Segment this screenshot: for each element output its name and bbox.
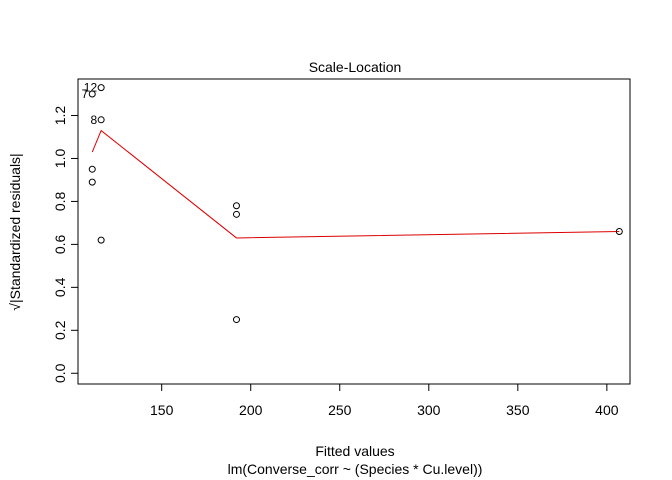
x-tick-label: 150 [150,402,174,418]
data-point [232,316,240,324]
x-tick-label: 350 [506,402,530,418]
y-tick-label: 1.2 [52,106,68,126]
data-point [232,202,240,210]
x-tick-label: 250 [328,402,352,418]
plot-frame [77,78,631,385]
data-point [232,210,240,218]
y-axis: 0.0 0.2 0.4 0.6 0.8 1.0 1.2 [52,106,79,383]
data-point [97,236,105,244]
y-tick-label: 1.0 [52,149,68,169]
x-axis-label: Fitted values [315,443,394,459]
y-tick-label: 0.2 [52,320,68,340]
x-tick-label: 200 [239,402,263,418]
y-tick-label: 0.8 [52,191,68,211]
x-tick-label: 300 [417,402,441,418]
data-point [615,228,623,235]
data-point [88,165,96,173]
data-point [88,178,96,186]
point-labels: 712 8 [82,81,98,127]
smooth-line [91,129,620,239]
point-label: 7 [82,87,89,101]
model-formula-label: lm(Converse_corr ~ (Species * Cu.level)) [228,461,483,477]
y-tick-label: 0.0 [52,363,68,383]
data-point [97,116,105,124]
chart-title: Scale-Location [309,59,402,75]
point-label: 8 [90,113,97,127]
y-axis-label: √|Standardized residuals| [7,153,23,310]
x-axis: 150 200 250 300 350 400 [150,383,619,418]
y-tick-label: 0.6 [52,234,68,254]
data-point [88,90,96,98]
y-tick-label: 0.4 [52,277,68,297]
x-tick-label: 400 [595,402,619,418]
point-label: 12 [84,81,98,95]
data-point [97,84,105,92]
data-points [88,84,623,324]
